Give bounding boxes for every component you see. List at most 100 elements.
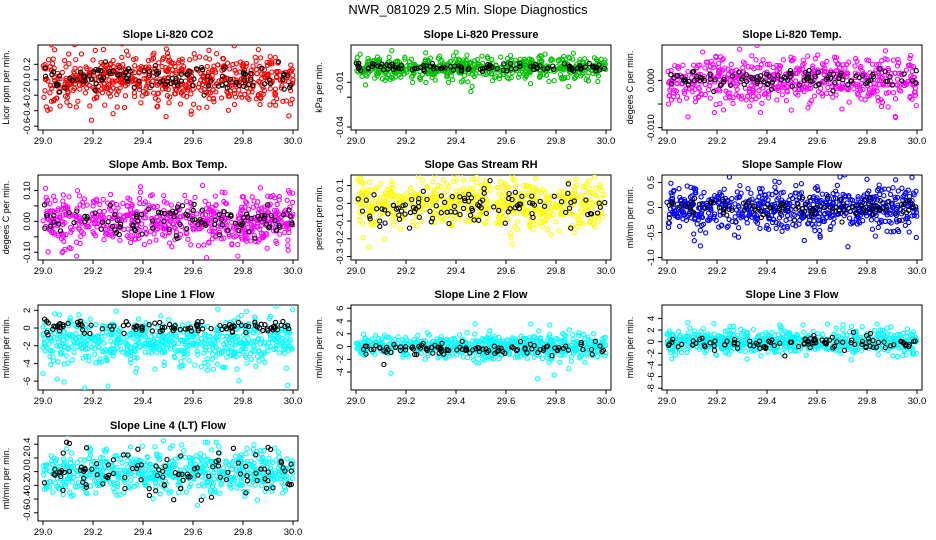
data-point: [216, 78, 222, 84]
series-2: [666, 193, 919, 225]
data-point: [244, 235, 250, 241]
data-point: [711, 213, 717, 220]
data-point: [173, 209, 179, 215]
data-point: [164, 210, 171, 216]
data-point: [182, 192, 188, 199]
data-point: [398, 74, 404, 80]
data-point: [808, 211, 814, 217]
data-point: [793, 67, 799, 73]
data-point: [805, 105, 811, 111]
data-point: [519, 193, 525, 199]
data-point: [525, 213, 532, 219]
data-point: [908, 52, 914, 59]
data-point: [834, 182, 840, 189]
data-point: [131, 93, 138, 100]
data-point: [167, 216, 173, 222]
x-tick-label: 30.0: [597, 266, 616, 277]
data-point: [265, 193, 271, 199]
data-point: [513, 66, 519, 72]
data-point: [221, 209, 227, 215]
data-point: [744, 93, 751, 99]
data-point: [494, 199, 500, 206]
data-point: [736, 194, 742, 201]
data-point: [116, 231, 122, 238]
data-point: [179, 56, 185, 62]
data-point: [192, 362, 198, 368]
data-point: [476, 214, 482, 220]
data-point: [843, 61, 850, 68]
data-point: [884, 56, 890, 63]
data-point: [399, 69, 405, 75]
data-point: [594, 64, 600, 71]
data-point: [815, 52, 821, 58]
data-point: [777, 210, 784, 216]
data-point: [473, 175, 480, 180]
data-point: [204, 367, 210, 374]
data-point: [205, 355, 211, 362]
data-point: [47, 106, 53, 112]
data-point: [402, 56, 408, 62]
data-point: [91, 96, 97, 102]
data-point: [287, 204, 293, 210]
data-point: [841, 206, 847, 212]
data-point: [115, 72, 121, 78]
data-point: [231, 101, 238, 108]
data-point: [98, 226, 104, 232]
data-point: [42, 76, 49, 83]
data-point: [258, 336, 265, 342]
data-point: [666, 92, 673, 99]
data-point: [686, 204, 693, 210]
data-point: [483, 219, 489, 225]
data-point: [735, 225, 742, 231]
data-point: [722, 202, 729, 208]
data-point: [735, 203, 742, 209]
data-point: [257, 226, 263, 233]
data-point: [717, 82, 724, 89]
data-point: [430, 66, 437, 72]
data-point: [724, 224, 730, 230]
data-point: [784, 88, 790, 94]
data-point: [737, 182, 743, 189]
data-point: [54, 335, 60, 341]
data-point: [798, 181, 805, 187]
data-point: [48, 218, 54, 224]
data-point: [252, 339, 259, 345]
data-point: [369, 60, 376, 67]
data-point: [387, 76, 393, 82]
data-point: [909, 175, 915, 181]
data-point: [690, 209, 697, 216]
data-point: [252, 235, 258, 241]
data-point: [483, 200, 489, 206]
data-point: [871, 84, 877, 90]
data-point: [595, 78, 601, 85]
data-point: [410, 79, 416, 86]
data-point: [556, 202, 562, 208]
data-point: [726, 175, 733, 180]
data-point: [178, 66, 185, 72]
data-point: [601, 192, 607, 198]
data-point: [716, 224, 722, 230]
data-point: [241, 227, 248, 233]
data-point: [62, 333, 68, 339]
y-tick-label: -0.01: [335, 71, 346, 93]
data-point: [669, 192, 675, 198]
data-point: [458, 79, 465, 85]
data-point: [137, 189, 144, 195]
data-point: [198, 87, 204, 93]
data-point: [887, 210, 893, 216]
data-point: [124, 76, 130, 82]
data-point: [107, 32, 111, 36]
data-point: [801, 209, 808, 215]
data-point: [532, 175, 539, 182]
data-point: [50, 56, 56, 62]
data-point: [197, 226, 203, 232]
data-point: [772, 203, 779, 210]
data-point: [716, 71, 722, 77]
data-point: [244, 221, 251, 227]
data-point: [184, 347, 190, 353]
data-point: [263, 230, 269, 237]
data-point: [866, 57, 872, 64]
data-point: [246, 96, 252, 102]
data-point: [129, 217, 135, 223]
data-point: [837, 196, 844, 203]
